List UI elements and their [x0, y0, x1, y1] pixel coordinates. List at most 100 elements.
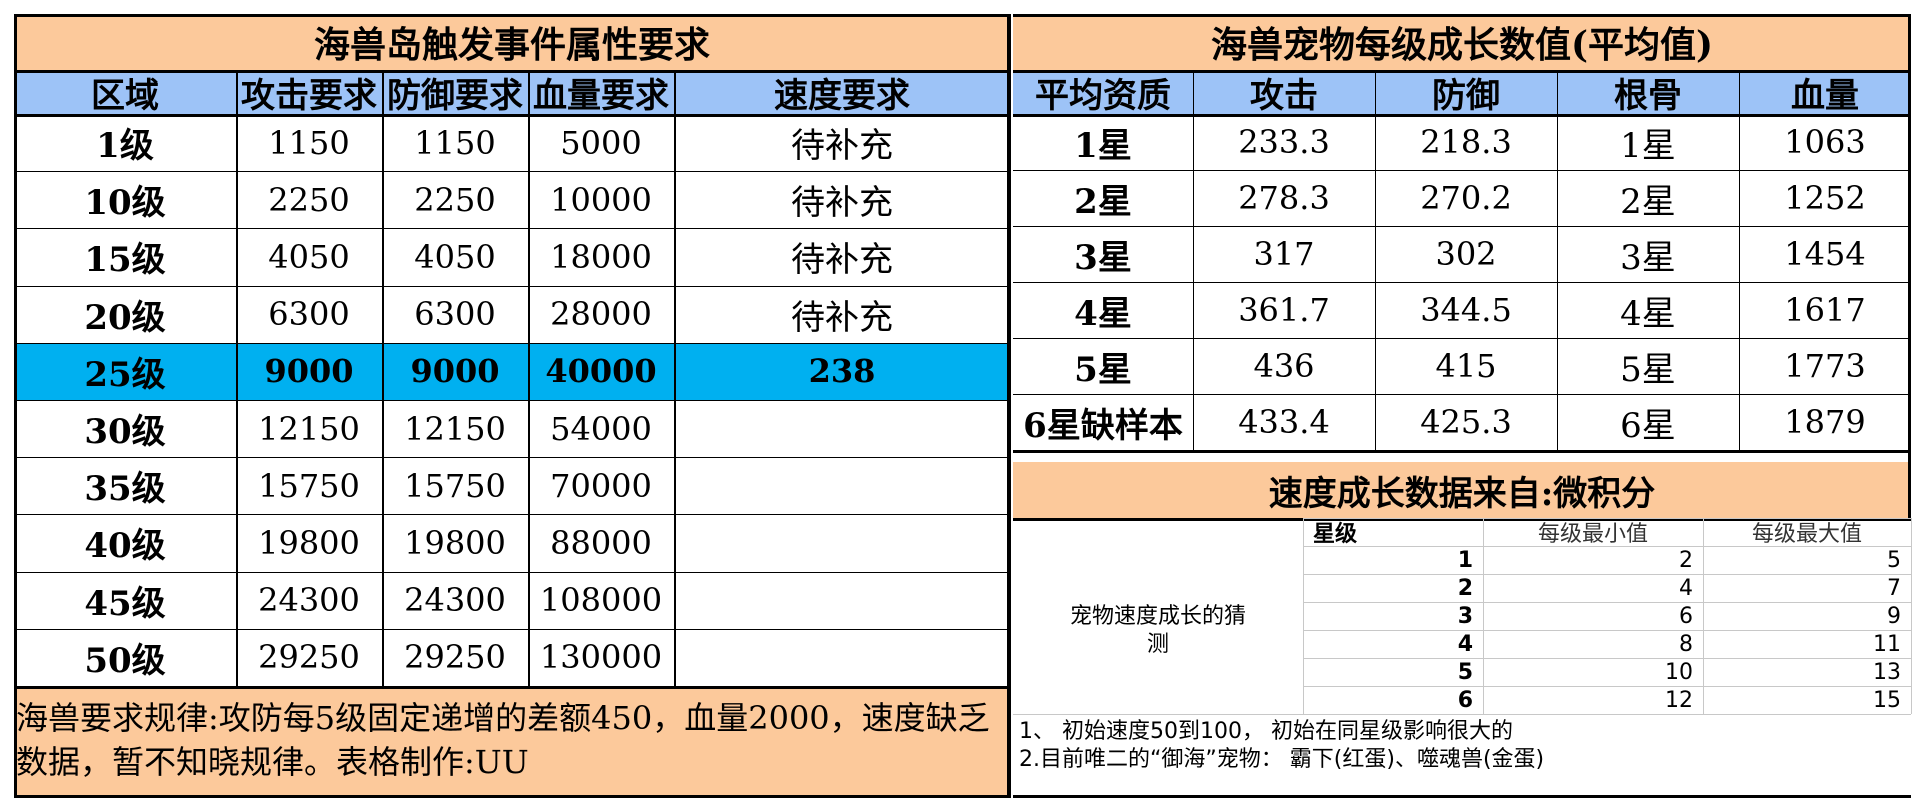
- level-label: 10级: [84, 183, 166, 224]
- grid-line: [1303, 518, 1911, 519]
- speed-cell: 4: [1679, 575, 1693, 601]
- table-cell: 233.3: [1238, 123, 1330, 161]
- table-cell: 5星: [1620, 349, 1676, 390]
- table-cell: 9000: [382, 342, 528, 400]
- level-label: 15级: [84, 240, 166, 281]
- level-label: 30级: [84, 412, 166, 453]
- speed-cell: 3: [1457, 603, 1473, 629]
- grid-line: [1013, 70, 1911, 73]
- table-cell: 1879: [1784, 403, 1866, 441]
- speed-note-2: 2.目前唯二的“御海”宠物： 霸下(红蛋)、噬魂兽(金蛋): [1019, 747, 1545, 772]
- grid-line: [1013, 450, 1911, 453]
- grid-line: [236, 70, 238, 686]
- speed-section-title: 速度成长数据来自:微积分: [1013, 462, 1911, 518]
- table-cell: 1063: [1784, 123, 1866, 161]
- right-header-cell: 防御: [1375, 70, 1557, 114]
- table-cell: [674, 572, 1010, 629]
- star-label: 3星: [1074, 237, 1132, 278]
- grid-line: [1908, 14, 1911, 518]
- table-cell: 425.3: [1420, 403, 1512, 441]
- table-cell: 15750: [258, 466, 360, 505]
- table-cell: 415: [1435, 347, 1497, 385]
- speed-cell: 15: [1873, 687, 1901, 713]
- grid-line: [14, 70, 1010, 73]
- table-cell: 2250: [414, 180, 496, 219]
- speed-cell: 9: [1887, 603, 1901, 629]
- speed-cell: 4: [1457, 631, 1473, 657]
- table-cell: 270.2: [1420, 179, 1512, 217]
- right-header-cell: 攻击: [1193, 70, 1375, 114]
- speed-note-1: 1、 初始速度50到100， 初始在同星级影响很大的: [1019, 719, 1513, 744]
- speed-cell: 1: [1457, 547, 1473, 573]
- speed-cell: 12: [1665, 687, 1693, 713]
- grid-line: [14, 514, 1010, 516]
- table-cell: 10000: [550, 180, 652, 219]
- left-header-cell: 速度要求: [674, 70, 1010, 114]
- table-cell: 3星: [1620, 237, 1676, 278]
- table-cell: 24300: [258, 581, 360, 620]
- table-cell: 344.5: [1420, 291, 1512, 329]
- grid-line: [1013, 394, 1911, 395]
- grid-line: [1013, 518, 1911, 521]
- table-cell: 70000: [550, 466, 652, 505]
- level-label: 40级: [84, 526, 166, 567]
- star-label: 5星: [1074, 349, 1132, 390]
- right-header-cell: 血量: [1739, 70, 1911, 114]
- level-label: 50级: [84, 640, 166, 681]
- right-table-title: 海兽宠物每级成长数值(平均值): [1013, 14, 1911, 70]
- grid-line: [14, 628, 1010, 630]
- speed-cell: 8: [1679, 631, 1693, 657]
- star-label: 2星: [1074, 181, 1132, 222]
- table-cell: 29250: [258, 638, 360, 677]
- table-cell: 302: [1435, 235, 1497, 273]
- speed-cell: 6: [1679, 603, 1693, 629]
- table-cell: 361.7: [1238, 291, 1330, 329]
- right-table: 海兽宠物每级成长数值(平均值) 速度成长数据来自:微积分 宠物速度成长的猜测 1…: [1013, 14, 1911, 798]
- star-label: 6星缺样本: [1023, 405, 1183, 446]
- table-cell: 238: [674, 342, 1010, 400]
- grid-line: [14, 114, 1010, 117]
- grid-line: [1303, 518, 1304, 714]
- grid-line: [1303, 658, 1911, 659]
- speed-cell: 11: [1873, 631, 1901, 657]
- table-cell: 18000: [550, 237, 652, 276]
- table-cell: 2250: [268, 180, 350, 219]
- left-header-cell: 攻击要求: [236, 70, 382, 114]
- grid-line: [1375, 70, 1376, 450]
- level-label: 20级: [84, 297, 166, 338]
- left-table: 海兽岛触发事件属性要求 海兽要求规律:攻防每5级固定递增的差额450，血量200…: [14, 14, 1010, 798]
- table-cell: 19800: [258, 523, 360, 562]
- speed-cell: 10: [1665, 659, 1693, 685]
- level-label: 35级: [84, 469, 166, 510]
- grid-line: [1013, 338, 1911, 339]
- table-cell: 29250: [404, 638, 506, 677]
- table-cell: 278.3: [1238, 179, 1330, 217]
- table-cell: 40000: [528, 342, 674, 400]
- table-cell: 2星: [1620, 181, 1676, 222]
- table-cell: [674, 457, 1010, 514]
- grid-line: [14, 571, 1010, 573]
- grid-line: [1303, 574, 1911, 575]
- speed-cell: 2: [1679, 547, 1693, 573]
- grid-line: [1911, 518, 1912, 714]
- grid-line: [1483, 518, 1484, 714]
- grid-line: [1013, 14, 1911, 17]
- grid-line: [14, 14, 1010, 17]
- table-cell: 待补充: [791, 183, 893, 224]
- grid-line: [1303, 546, 1911, 547]
- grid-line: [14, 171, 1010, 173]
- level-label: 25级: [14, 342, 236, 400]
- speed-guess-label: 宠物速度成长的猜测: [1069, 604, 1246, 657]
- table-cell: 6300: [268, 295, 350, 334]
- table-cell: 4050: [414, 237, 496, 276]
- speed-header-cell: 每级最大值: [1751, 522, 1862, 546]
- grid-line: [1557, 70, 1558, 450]
- grid-line: [14, 285, 1010, 287]
- grid-line: [1303, 602, 1911, 603]
- table-cell: 1150: [268, 123, 350, 162]
- table-cell: 1773: [1784, 347, 1866, 385]
- right-header-cell: 平均资质: [1013, 70, 1193, 114]
- table-cell: 5000: [560, 123, 642, 162]
- grid-line: [382, 70, 384, 686]
- grid-line: [14, 686, 1010, 689]
